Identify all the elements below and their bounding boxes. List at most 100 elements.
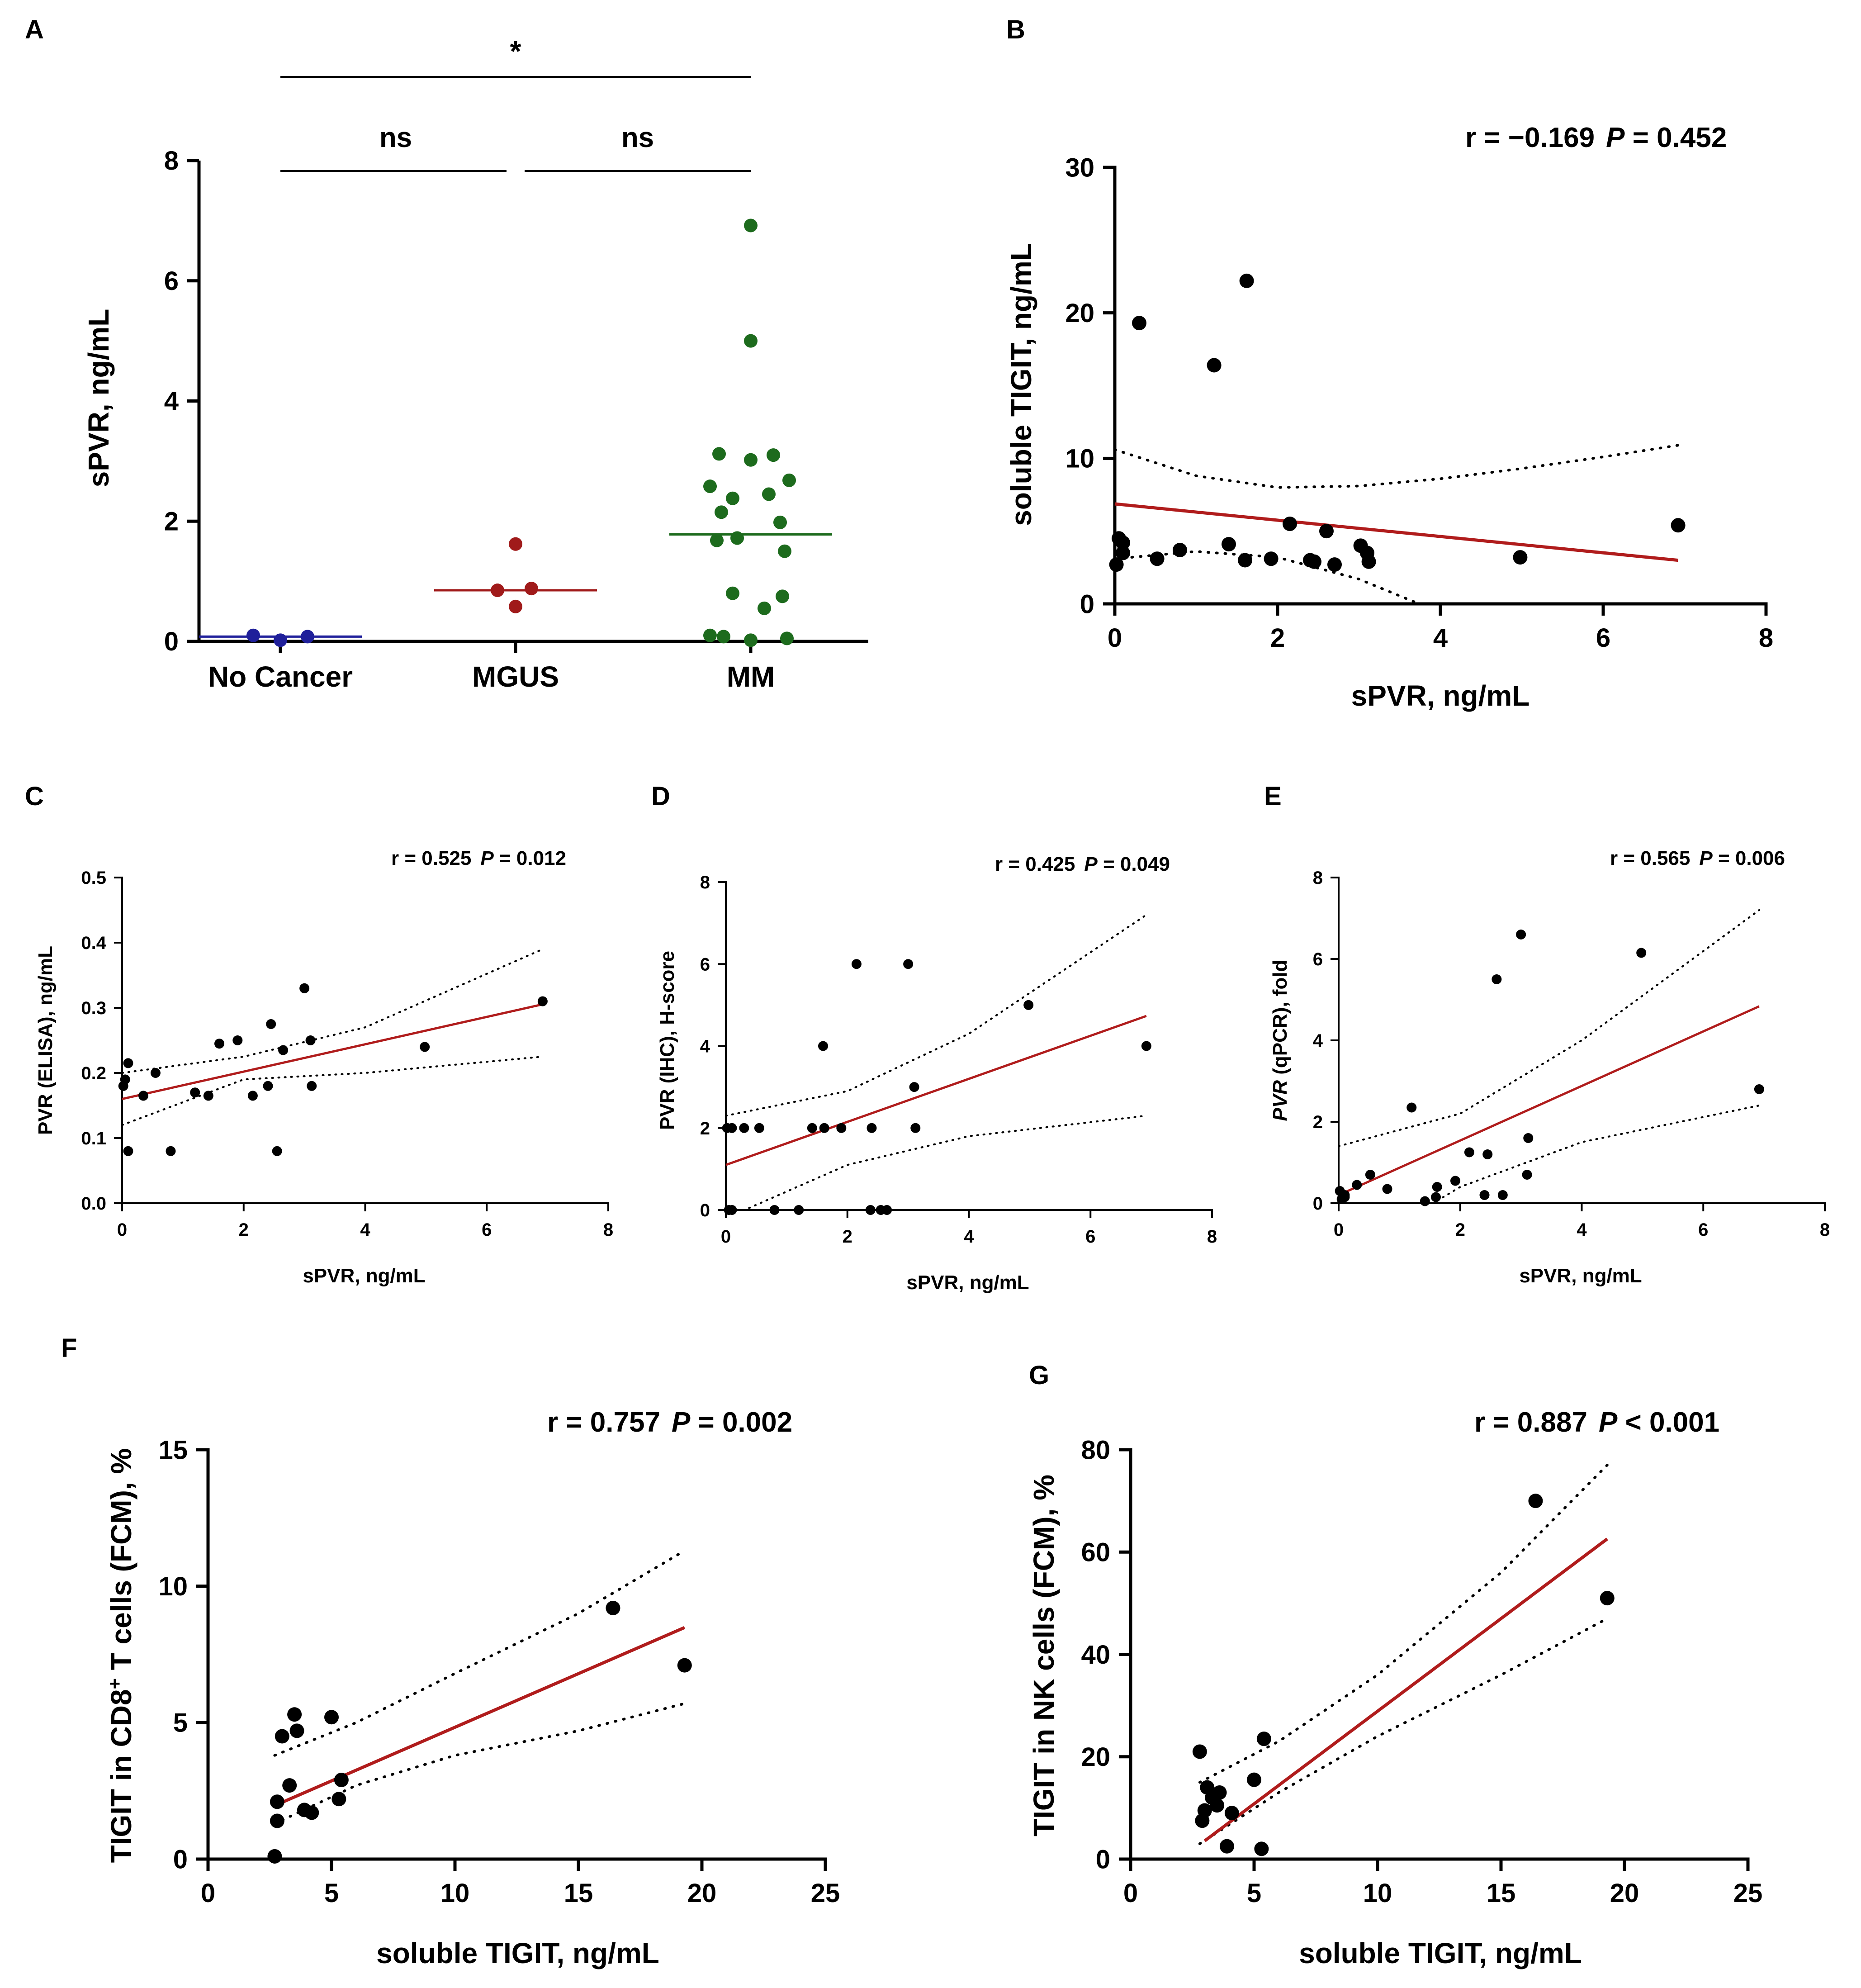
panel-e-y-tick-label: 8	[1313, 868, 1323, 888]
panel-c-y-tick-label: 0.2	[81, 1063, 106, 1083]
panel-f-data-point	[275, 1729, 289, 1744]
panel-e-data-point	[1523, 1133, 1534, 1143]
panel-b-data-point	[1116, 546, 1130, 560]
panel-c-x-tick-label: 4	[360, 1220, 370, 1240]
panel-b-data-point	[1207, 358, 1222, 373]
panel-f-data-point	[606, 1600, 620, 1615]
panel-a-data-point	[773, 515, 787, 529]
panel-e-y-axis-title-rest: (qPCR), fold	[1269, 960, 1291, 1080]
panel-e-plot: 0 2 4 6 8 0 2 4 6 8 sPVR, ng/mL PVR (qPCR), fold	[1269, 868, 1830, 1287]
panel-g-data-point	[1256, 1732, 1271, 1746]
stat-e: r = 0.565 P = 0.006	[1610, 847, 1785, 869]
panel-e-data-point	[1522, 1170, 1532, 1180]
panel-a-data-point	[767, 448, 780, 462]
panel-b-plot: 0 2 4 6 8 0 10 20 30 sPVR, ng/mL soluble TIGIT, ng…	[1005, 153, 1773, 712]
panel-a-y-tick-label: 4	[164, 387, 179, 416]
panel-a-data-point	[726, 586, 739, 600]
panel-e-data-point	[1482, 1149, 1493, 1159]
panel-b-data-point	[1513, 550, 1528, 565]
panel-f-plot: 0 5 10 15 20 25 0 5 10 15 soluble TIGIT, ng/mL TIGI…	[104, 1435, 840, 1969]
panel-e-y-tick-label: 0	[1313, 1194, 1323, 1214]
panel-c-data-point	[138, 1091, 149, 1101]
panel-b-y-tick-label: 0	[1080, 589, 1094, 619]
panel-d-y-tick-label: 6	[700, 954, 710, 974]
panel-a-y-tick-label: 0	[164, 627, 179, 656]
panel-e-x-tick-label: 0	[1334, 1220, 1344, 1240]
panel-c-data-point	[247, 1091, 258, 1101]
panel-d-data-point	[865, 1205, 876, 1215]
panel-d-data-point	[807, 1123, 817, 1133]
panel-d-data-point	[909, 1082, 919, 1092]
panel-c-y-axis-title: PVR (ELISA), ng/mL	[34, 946, 57, 1135]
panel-e-ci-upper	[1339, 909, 1761, 1148]
panel-c-data-point	[263, 1081, 273, 1091]
panel-b-x-tick-label: 8	[1759, 623, 1773, 653]
panel-g-x-tick-label: 10	[1363, 1879, 1392, 1908]
panel-a-significance-star: *	[510, 35, 521, 67]
panel-g-data-point	[1528, 1494, 1543, 1509]
panel-c-ci-lower	[122, 1055, 544, 1126]
panel-g-x-tick-label: 0	[1123, 1879, 1138, 1908]
panel-e-x-tick-label: 4	[1577, 1220, 1587, 1240]
panel-e-x-tick-label: 6	[1698, 1220, 1708, 1240]
panel-c-data-point	[232, 1035, 243, 1045]
panel-c-data-point	[214, 1039, 224, 1049]
panel-c-data-point	[272, 1146, 282, 1156]
panel-g-x-axis-title: soluble TIGIT, ng/mL	[1299, 1937, 1582, 1969]
stat-b: r = −0.169 P = 0.452	[1465, 122, 1727, 153]
panel-c-data-point	[305, 1035, 316, 1045]
panel-e-data-point	[1516, 930, 1526, 939]
panel-b-data-point	[1173, 542, 1187, 557]
panel-d-data-point	[851, 959, 862, 969]
panel-c-data-point	[420, 1042, 430, 1052]
panel-e-x-axis-title: sPVR, ng/mL	[1519, 1265, 1642, 1287]
panel-f-data-point	[270, 1794, 284, 1809]
panel-g-x-tick-label: 25	[1733, 1879, 1763, 1908]
panel-d-data-point	[882, 1205, 892, 1215]
panel-f-y-axis-title: TIGIT in CD8+ T cells (FCM), %	[104, 1448, 137, 1863]
panel-f-y-axis-title-post: T cells (FCM), %	[105, 1448, 137, 1679]
panel-d-data-point	[727, 1205, 737, 1215]
panel-g-y-tick-label: 0	[1096, 1845, 1110, 1874]
panel-f-data-point	[287, 1707, 302, 1722]
panel-a-category-label: MM	[727, 660, 775, 693]
panel-a-plot: 0 2 4 6 8 No Cancer MGUS MM sPVR, ng/mL * ns ns	[82, 35, 868, 693]
panel-a-data-point	[730, 531, 744, 545]
panel-e-data-point	[1352, 1180, 1362, 1190]
panel-label-c: C	[25, 782, 44, 811]
stat-f: r = 0.757 P = 0.002	[547, 1407, 792, 1438]
panel-e-y-tick-label: 2	[1313, 1112, 1323, 1132]
panel-d-data-point	[739, 1123, 749, 1133]
panel-a-category-label: MGUS	[472, 660, 559, 693]
panel-e-data-point	[1497, 1190, 1508, 1200]
panel-a-data-point	[525, 582, 538, 596]
panel-c-data-point	[150, 1068, 161, 1078]
panel-e-data-point	[1479, 1190, 1490, 1200]
panel-e-ci-lower	[1431, 1104, 1761, 1203]
panel-e-data-point	[1420, 1196, 1430, 1206]
panel-f-x-tick-label: 20	[687, 1879, 717, 1908]
panel-f-data-point	[270, 1813, 284, 1828]
panel-c-fit-line	[122, 1003, 543, 1101]
panel-g-fit-line	[1203, 1537, 1608, 1842]
panel-d-data-point	[1023, 1000, 1034, 1010]
panel-d-ci-lower	[742, 1115, 1148, 1210]
panel-e-data-point	[1340, 1192, 1350, 1202]
panel-b-x-tick-label: 0	[1108, 623, 1122, 653]
panel-f-data-point	[677, 1658, 692, 1673]
panel-g-y-tick-label: 60	[1081, 1538, 1110, 1567]
panel-g-y-tick-label: 80	[1081, 1435, 1110, 1465]
panel-g-data-point	[1224, 1806, 1239, 1821]
stat-d: r = 0.425 P = 0.049	[995, 853, 1170, 875]
panel-b-data-point	[1109, 557, 1124, 572]
panel-e-data-point	[1450, 1176, 1460, 1186]
panel-c-ci-upper	[122, 948, 544, 1074]
panel-d-x-tick-label: 4	[964, 1227, 974, 1247]
panel-b-fit-line	[1114, 502, 1678, 562]
panel-a-data-point	[744, 633, 758, 647]
panel-e-fit-line	[1338, 1005, 1760, 1196]
panel-b-data-point	[1283, 517, 1297, 531]
panel-b-data-point	[1361, 554, 1376, 569]
panel-c-y-tick-label: 0.5	[81, 868, 106, 888]
